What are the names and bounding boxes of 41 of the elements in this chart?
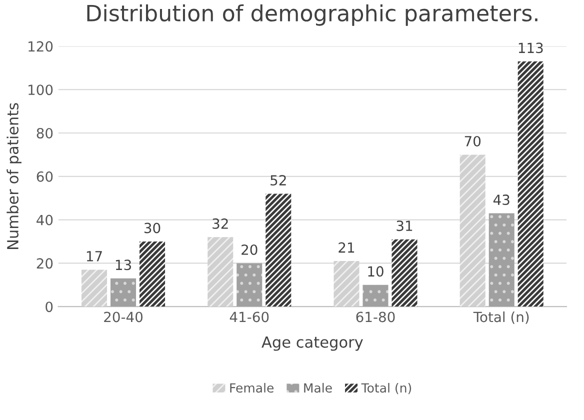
y-tick-label: 20 xyxy=(36,258,53,269)
chart-title: Distribution of demographic parameters. xyxy=(87,4,538,26)
y-tick-label: 120 xyxy=(28,41,53,52)
x-tick-label: 41-60 xyxy=(230,312,269,322)
data-label: 32 xyxy=(212,218,228,229)
x-tick-label: 20-40 xyxy=(104,312,143,322)
y-tick-label: 40 xyxy=(36,214,53,226)
bar xyxy=(518,61,544,307)
bar xyxy=(81,270,108,307)
y-tick-label: 80 xyxy=(36,128,53,138)
bar xyxy=(110,278,136,307)
bar xyxy=(392,239,418,307)
legend-label: Male xyxy=(304,382,332,393)
bar xyxy=(236,263,262,307)
bar xyxy=(266,194,292,307)
x-axis-title: Age category xyxy=(262,336,363,351)
data-label: 43 xyxy=(493,194,510,206)
bar xyxy=(488,213,514,307)
bar xyxy=(362,284,388,307)
data-label: 70 xyxy=(464,136,481,146)
legend-label: Female xyxy=(230,382,274,393)
y-axis-title: Number of patients xyxy=(6,103,22,249)
bar xyxy=(208,237,234,307)
data-label: 13 xyxy=(116,260,131,270)
data-label: 21 xyxy=(338,242,354,253)
data-label: 17 xyxy=(86,251,102,262)
data-label: 31 xyxy=(396,220,412,232)
x-tick-label: Total (n) xyxy=(473,311,529,324)
data-label: 30 xyxy=(144,222,160,234)
data-label: 20 xyxy=(242,244,258,255)
bar xyxy=(334,261,360,307)
data-label: 52 xyxy=(270,175,286,186)
bar xyxy=(460,154,486,307)
x-tick-label: 61-80 xyxy=(356,312,395,322)
legend-label: Total (n) xyxy=(361,382,412,394)
data-label: 10 xyxy=(368,266,384,277)
y-tick-label: 0 xyxy=(46,302,53,312)
data-label: 113 xyxy=(518,42,543,54)
y-tick-label: 60 xyxy=(36,171,53,182)
y-tick-label: 100 xyxy=(28,84,53,96)
bar xyxy=(140,242,166,307)
